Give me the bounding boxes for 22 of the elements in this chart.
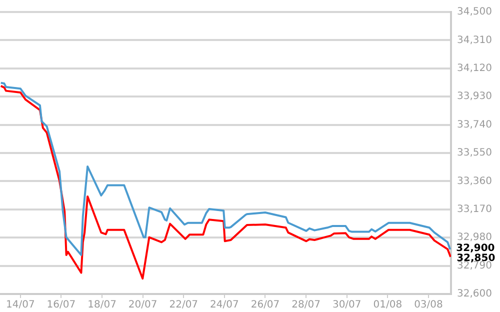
y-tick-label: 34,500 [457, 6, 492, 18]
x-tick-label: 22/07 [169, 300, 198, 311]
y-tick-label: 34,310 [457, 34, 492, 46]
x-tick-label: 20/07 [128, 300, 158, 311]
x-tick-label: 26/07 [250, 300, 280, 311]
y-tick-label: 33,740 [457, 119, 492, 130]
x-tick-label: 01/08 [373, 300, 402, 311]
x-tick-label: 14/07 [6, 300, 35, 311]
x-tick-label: 30/07 [332, 300, 362, 311]
y-tick-label: 33,360 [457, 176, 492, 187]
x-tick-label: 16/07 [46, 300, 76, 311]
y-tick-label: 32,600 [457, 288, 492, 300]
annotation: 32,900 [456, 242, 495, 254]
y-tick-label: 33,170 [457, 204, 492, 215]
y-tick-label: 33,930 [457, 91, 492, 102]
x-tick-label: 24/07 [210, 300, 239, 311]
y-tick-label: 32,980 [457, 232, 492, 244]
x-tick-label: 28/07 [292, 300, 320, 311]
y-tick-label: 34,120 [457, 62, 492, 74]
x-tick-label: 18/07 [88, 300, 116, 311]
y-tick-label: 33,550 [457, 148, 492, 159]
x-tick-label: 03/08 [414, 300, 443, 311]
